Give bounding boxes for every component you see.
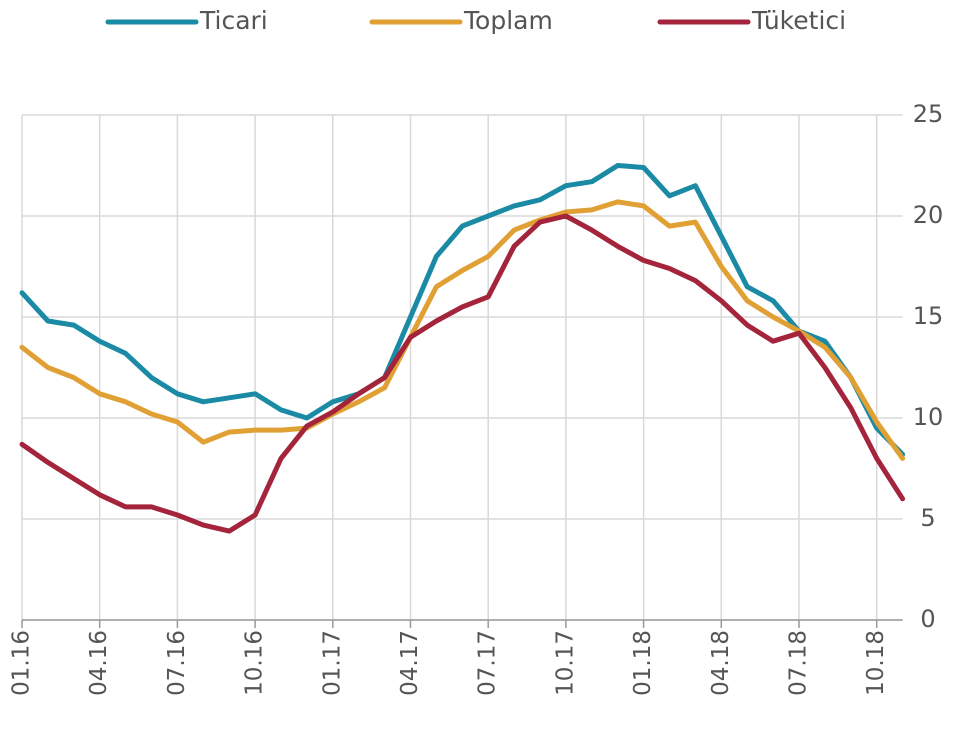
y-tick-label: 15 [913,302,944,330]
x-tick-label: 07.16 [164,630,190,696]
x-tick-label: 07.18 [786,630,812,696]
y-tick-label: 5 [920,504,935,532]
x-tick-label: 01.18 [630,630,656,696]
y-tick-label: 25 [913,100,944,128]
y-tick-label: 0 [920,605,935,633]
x-tick-label: 04.16 [86,630,112,696]
y-tick-label: 20 [913,201,944,229]
legend-label: Ticari [199,6,268,35]
x-tick-label: 07.17 [475,630,501,696]
series-line [19,199,906,461]
legend-label: Toplam [463,6,553,35]
series-line [19,163,906,457]
x-tick-label: 04.17 [397,630,423,696]
x-tick-label: 01.17 [319,630,345,696]
x-tick-label: 01.16 [9,630,35,696]
legend-label: Tüketici [751,6,846,35]
x-tick-label: 10.17 [552,630,578,696]
x-tick-label: 10.16 [242,630,268,696]
x-tick-label: 10.18 [863,630,889,696]
y-tick-label: 10 [913,403,944,431]
series-line [19,213,906,534]
x-tick-label: 04.18 [708,630,734,696]
